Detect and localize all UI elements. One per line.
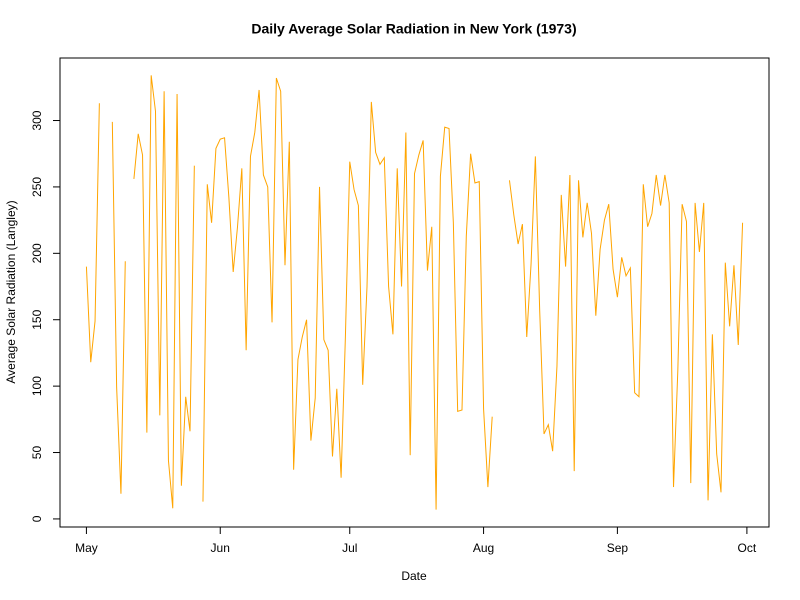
x-tick-label: Jun xyxy=(211,541,230,555)
y-tick-label: 100 xyxy=(30,376,44,396)
y-tick-label: 0 xyxy=(30,515,44,522)
x-tick-label: Jul xyxy=(342,541,357,555)
x-tick-label: Oct xyxy=(738,541,757,555)
y-tick-label: 200 xyxy=(30,243,44,263)
chart-title: Daily Average Solar Radiation in New Yor… xyxy=(251,21,576,37)
x-axis-title: Date xyxy=(401,569,427,583)
x-tick-label: Sep xyxy=(607,541,629,555)
plot-frame xyxy=(59,57,770,528)
y-tick-label: 250 xyxy=(30,177,44,197)
y-tick-label: 300 xyxy=(30,110,44,130)
y-tick-label: 50 xyxy=(30,446,44,460)
y-tick-label: 150 xyxy=(30,309,44,329)
y-axis-title: Average Solar Radiation (Langley) xyxy=(4,200,18,383)
x-tick-label: Aug xyxy=(473,541,494,555)
x-tick-label: May xyxy=(75,541,98,555)
data-line xyxy=(85,75,744,510)
